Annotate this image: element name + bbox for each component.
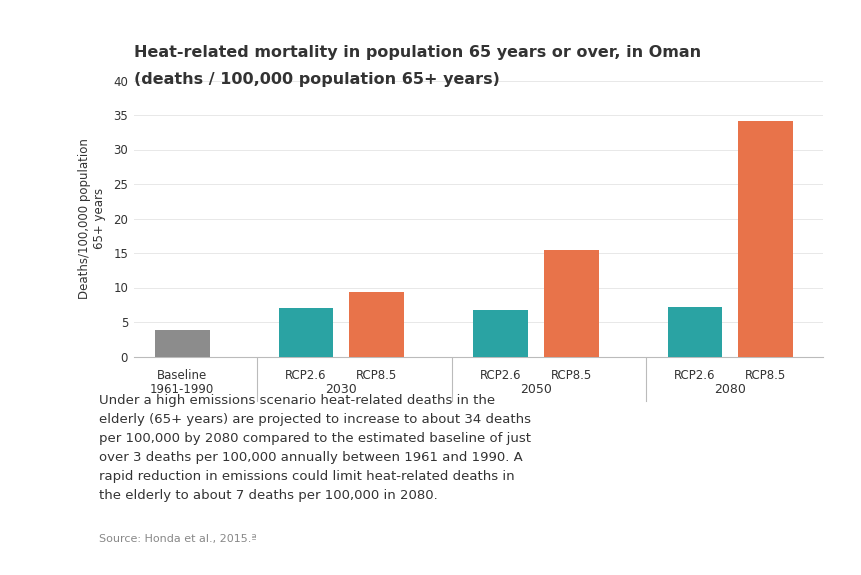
Text: RCP2.6: RCP2.6 xyxy=(480,369,521,382)
Y-axis label: Deaths/100,000 population
65+ years: Deaths/100,000 population 65+ years xyxy=(78,138,106,299)
Bar xyxy=(666,307,722,356)
Text: Under a high emissions scenario heat-related deaths in the
elderly (65+ years) a: Under a high emissions scenario heat-rel… xyxy=(99,394,530,502)
Text: Heat-related mortality in population 65 years or over, in Oman: Heat-related mortality in population 65 … xyxy=(133,45,700,60)
Bar xyxy=(278,308,333,356)
Text: 2080: 2080 xyxy=(714,383,746,396)
Text: (deaths / 100,000 population 65+ years): (deaths / 100,000 population 65+ years) xyxy=(133,72,499,87)
Text: RCP2.6: RCP2.6 xyxy=(673,369,715,382)
Text: 2030: 2030 xyxy=(325,383,356,396)
Bar xyxy=(349,292,404,356)
Text: Baseline: Baseline xyxy=(157,369,208,382)
Bar xyxy=(155,330,209,356)
Text: RCP8.5: RCP8.5 xyxy=(356,369,397,382)
Bar xyxy=(543,250,598,356)
Text: RCP8.5: RCP8.5 xyxy=(744,369,785,382)
Text: 1961-1990: 1961-1990 xyxy=(150,383,214,396)
Text: RCP2.6: RCP2.6 xyxy=(285,369,326,382)
Text: 2050: 2050 xyxy=(519,383,551,396)
Bar xyxy=(738,121,792,356)
Text: Source: Honda et al., 2015.ª: Source: Honda et al., 2015.ª xyxy=(99,534,257,543)
Text: RCP8.5: RCP8.5 xyxy=(550,369,592,382)
Bar xyxy=(473,310,527,356)
